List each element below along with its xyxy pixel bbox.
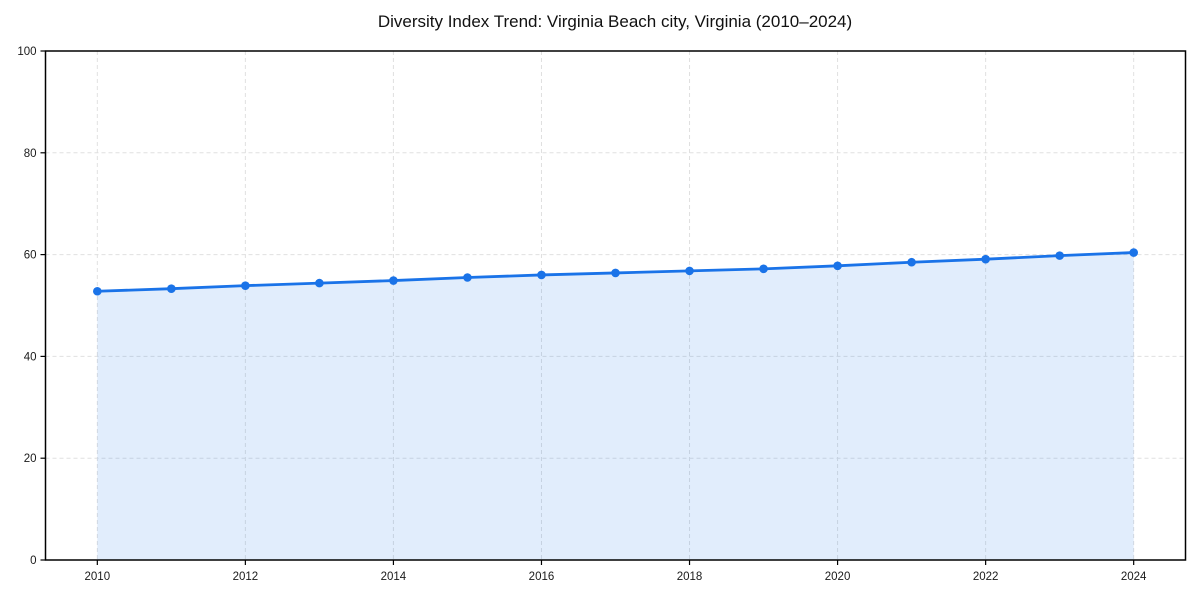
data-point-2018 xyxy=(685,266,694,276)
x-tick-label-2022: 2022 xyxy=(973,571,999,583)
x-tick-label-2016: 2016 xyxy=(529,571,555,583)
y-tick-label-0: 0 xyxy=(30,555,36,567)
data-point-2012 xyxy=(241,281,250,290)
data-point-2010 xyxy=(93,286,102,296)
x-tick-label-2024: 2024 xyxy=(1121,571,1147,583)
data-point-2020 xyxy=(833,261,842,271)
data-point-2011 xyxy=(167,284,176,294)
data-point-2024 xyxy=(1129,248,1138,257)
y-tick-label-40: 40 xyxy=(24,351,37,363)
data-point-2013 xyxy=(315,278,324,288)
chart-title: Diversity Index Trend: Virginia Beach ci… xyxy=(377,12,853,31)
data-point-2022 xyxy=(981,254,990,264)
y-tick-label-20: 20 xyxy=(24,453,37,465)
data-point-2023 xyxy=(1055,251,1064,260)
x-tick-label-2010: 2010 xyxy=(85,571,111,583)
data-point-2016 xyxy=(537,270,546,280)
area-fill xyxy=(97,252,1134,560)
x-tick-label-2018: 2018 xyxy=(677,571,703,583)
data-point-2014 xyxy=(389,276,398,285)
y-tick-label-60: 60 xyxy=(24,250,37,262)
plot-border xyxy=(44,50,1187,561)
x-tick-label-2020: 2020 xyxy=(825,571,851,583)
y-tick-label-100: 100 xyxy=(17,46,36,58)
y-tick-label-80: 80 xyxy=(24,148,37,160)
data-point-2021 xyxy=(907,257,916,267)
data-point-2015 xyxy=(463,273,472,282)
x-tick-label-2012: 2012 xyxy=(233,571,259,583)
data-point-2017 xyxy=(611,268,620,278)
x-tick-label-2014: 2014 xyxy=(381,571,407,583)
data-point-2019 xyxy=(759,264,768,274)
